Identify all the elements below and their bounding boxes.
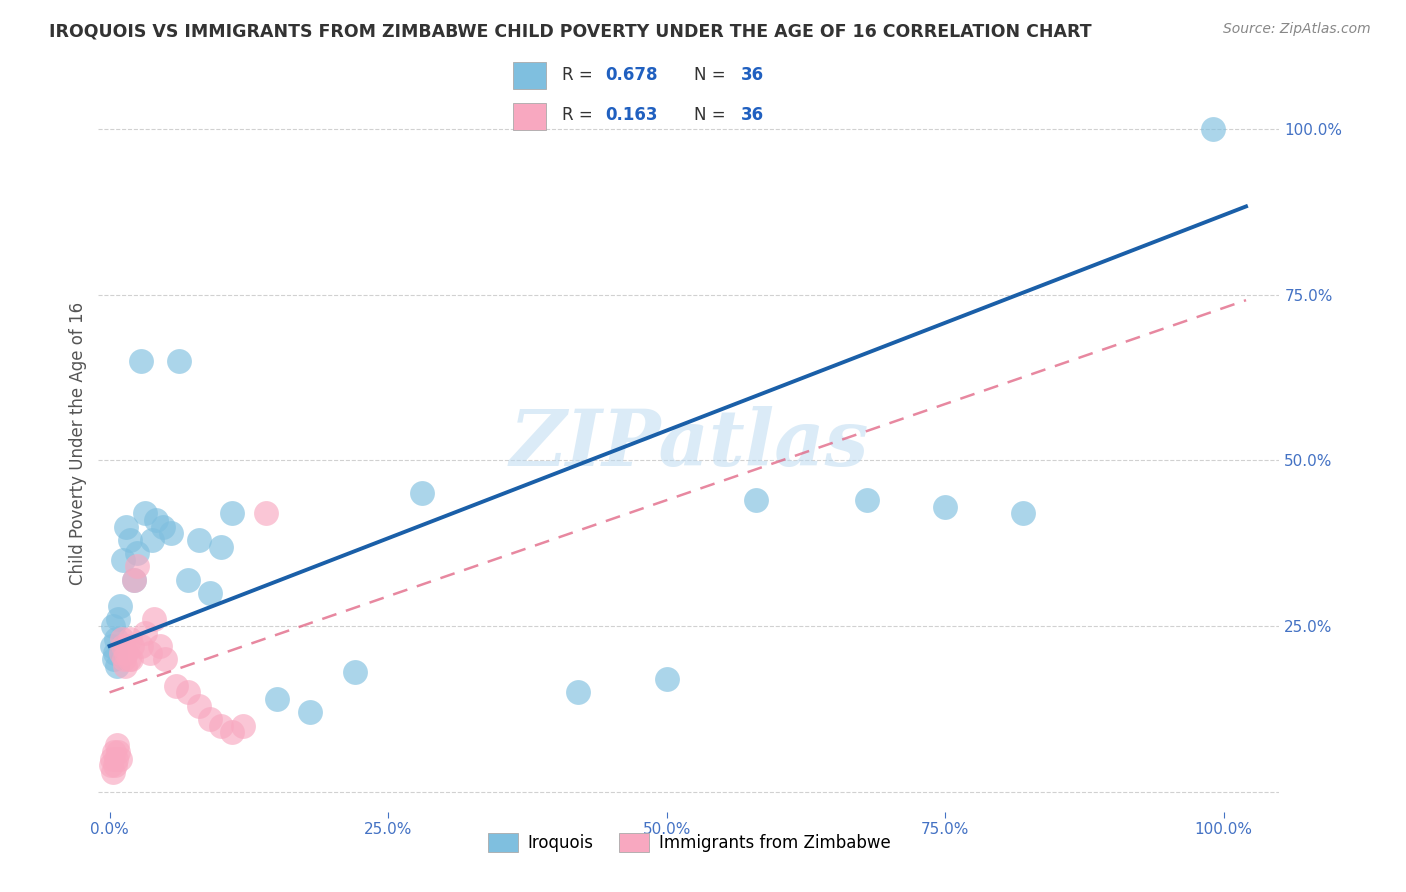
Point — [114, 658, 136, 673]
Point — [115, 646, 138, 660]
Point — [187, 698, 209, 713]
Point — [100, 758, 122, 772]
Point — [122, 573, 145, 587]
Point — [176, 685, 198, 699]
Point — [117, 652, 139, 666]
Point — [127, 559, 149, 574]
Point — [118, 533, 141, 547]
Point — [127, 546, 149, 560]
Point — [155, 652, 177, 666]
Text: 36: 36 — [741, 106, 763, 124]
Point — [198, 712, 221, 726]
Point — [118, 632, 141, 647]
Text: Source: ZipAtlas.com: Source: ZipAtlas.com — [1223, 22, 1371, 37]
Text: 36: 36 — [741, 66, 763, 84]
Point — [103, 745, 125, 759]
Point — [101, 764, 124, 779]
Point — [134, 625, 156, 640]
Point — [115, 519, 138, 533]
Point — [111, 639, 134, 653]
Legend: Iroquois, Immigrants from Zimbabwe: Iroquois, Immigrants from Zimbabwe — [481, 826, 897, 859]
Point — [134, 507, 156, 521]
Text: 0.678: 0.678 — [605, 66, 658, 84]
Point — [1201, 121, 1223, 136]
Y-axis label: Child Poverty Under the Age of 16: Child Poverty Under the Age of 16 — [69, 302, 87, 585]
Point — [343, 665, 366, 680]
Point — [856, 493, 879, 508]
Point — [138, 646, 160, 660]
Point — [209, 540, 232, 554]
Point — [143, 612, 166, 626]
Bar — [513, 103, 546, 130]
Point — [121, 639, 143, 653]
Point — [167, 354, 190, 368]
Point — [112, 652, 135, 666]
Point — [105, 632, 128, 647]
Point — [101, 752, 124, 766]
Point — [145, 513, 167, 527]
Point — [176, 573, 198, 587]
Point — [129, 354, 152, 368]
Point — [101, 619, 124, 633]
Point — [129, 639, 152, 653]
Text: 0.163: 0.163 — [605, 106, 658, 124]
Point — [567, 685, 589, 699]
Point — [105, 752, 128, 766]
Point — [160, 526, 183, 541]
Point — [105, 658, 128, 673]
Point — [110, 646, 132, 660]
Point — [101, 639, 124, 653]
Point — [120, 652, 142, 666]
Point — [198, 586, 221, 600]
Point — [221, 725, 243, 739]
Point — [108, 752, 131, 766]
Point — [165, 679, 187, 693]
Text: R =: R = — [562, 106, 599, 124]
Text: ZIPatlas: ZIPatlas — [509, 406, 869, 482]
Point — [1012, 507, 1035, 521]
Point — [117, 639, 139, 653]
Point — [111, 632, 134, 647]
Point — [655, 672, 678, 686]
Point — [299, 706, 322, 720]
Point — [187, 533, 209, 547]
Text: N =: N = — [695, 66, 731, 84]
Point — [141, 533, 163, 547]
Point — [108, 599, 131, 614]
Point — [266, 692, 288, 706]
Text: R =: R = — [562, 66, 599, 84]
Point — [111, 553, 134, 567]
Point — [107, 745, 129, 759]
Point — [221, 507, 243, 521]
Bar — [513, 62, 546, 89]
Point — [104, 646, 127, 660]
Point — [104, 758, 127, 772]
Point — [232, 718, 254, 732]
Point — [103, 652, 125, 666]
Point — [149, 639, 172, 653]
Point — [934, 500, 956, 514]
Point — [254, 507, 277, 521]
Point — [122, 573, 145, 587]
Point — [745, 493, 768, 508]
Point — [107, 612, 129, 626]
Point — [152, 519, 174, 533]
Text: N =: N = — [695, 106, 731, 124]
Point — [411, 486, 433, 500]
Point — [209, 718, 232, 732]
Text: IROQUOIS VS IMMIGRANTS FROM ZIMBABWE CHILD POVERTY UNDER THE AGE OF 16 CORRELATI: IROQUOIS VS IMMIGRANTS FROM ZIMBABWE CHI… — [49, 22, 1092, 40]
Point — [105, 739, 128, 753]
